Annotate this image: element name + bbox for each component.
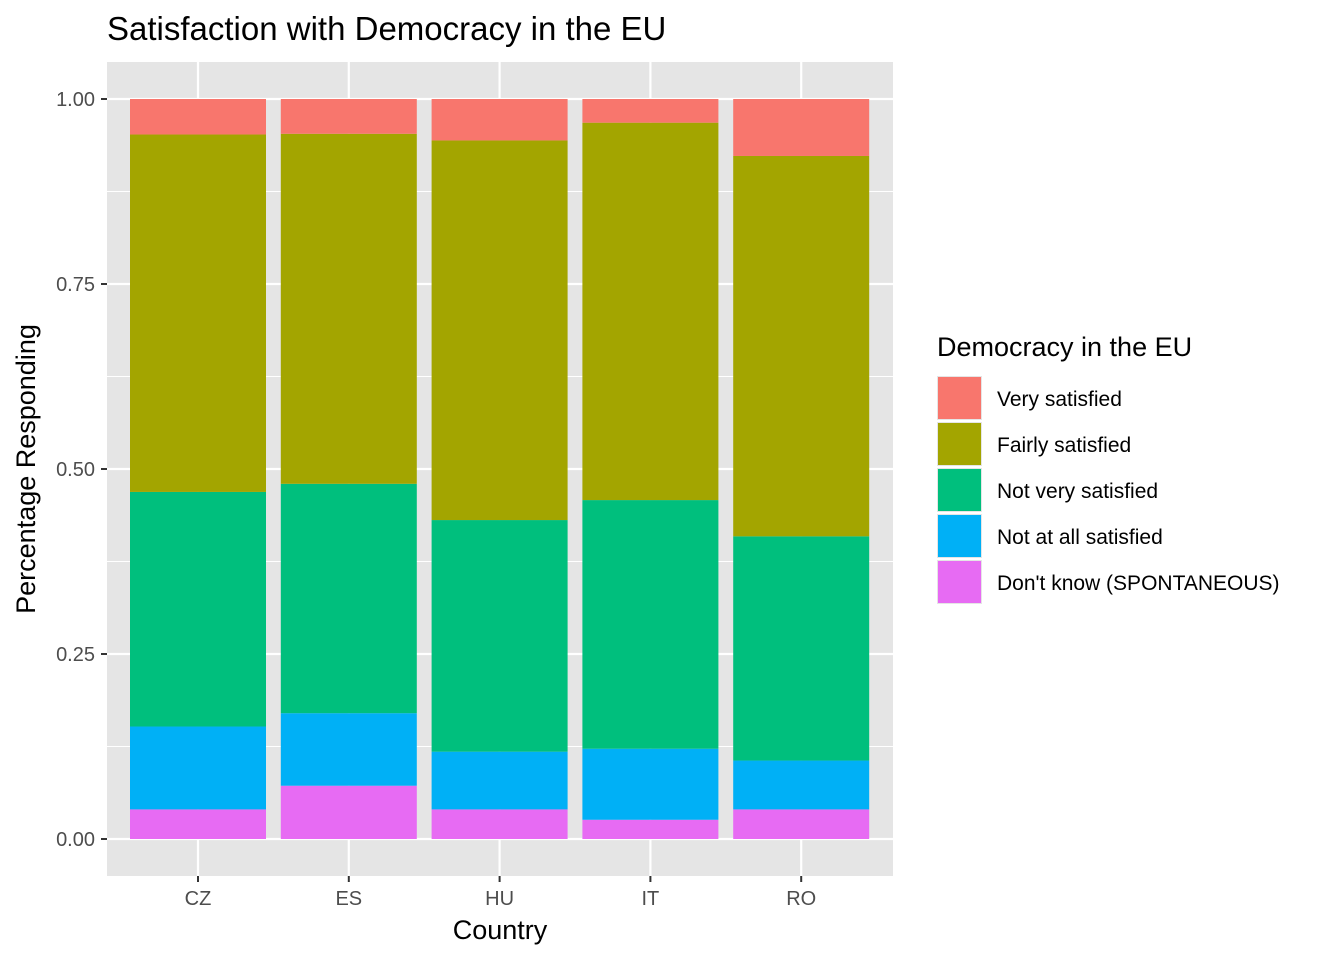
- y-tick-label: 0.00: [56, 829, 95, 851]
- bar-es-not-at-all-satisfied: [280, 713, 417, 786]
- legend-title: Democracy in the EU: [937, 332, 1192, 362]
- legend-item-not-at-all-satisfied: Not at all satisfied: [937, 514, 1163, 558]
- bar-ro-fairly-satisfied: [733, 155, 870, 537]
- bar-hu-very-satisfied: [431, 99, 568, 141]
- legend-swatch: [938, 377, 981, 419]
- legend-label: Don't know (SPONTANEOUS): [997, 572, 1280, 595]
- bar-cz-don-t-know-spontaneous: [130, 809, 266, 839]
- bar-ro-not-at-all-satisfied: [733, 760, 870, 810]
- legend-label: Fairly satisfied: [997, 434, 1131, 457]
- bar-it-very-satisfied: [582, 99, 719, 123]
- legend-item-not-very-satisfied: Not very satisfied: [937, 468, 1158, 512]
- bar-es-fairly-satisfied: [280, 133, 417, 484]
- bar-it-not-very-satisfied: [582, 500, 719, 749]
- legend-item-fairly-satisfied: Fairly satisfied: [937, 422, 1131, 466]
- bar-cz-very-satisfied: [130, 99, 266, 135]
- bar-es-don-t-know-spontaneous: [280, 785, 417, 839]
- bar-ro-don-t-know-spontaneous: [733, 809, 870, 839]
- legend-item-very-satisfied: Very satisfied: [937, 376, 1122, 420]
- bar-ro-not-very-satisfied: [733, 536, 870, 761]
- legend-swatch: [938, 561, 981, 603]
- legend-item-don-t-know-spontaneous: Don't know (SPONTANEOUS): [937, 560, 1280, 604]
- x-tick-label: HU: [485, 888, 514, 910]
- bar-cz-fairly-satisfied: [130, 134, 266, 492]
- legend-label: Very satisfied: [997, 388, 1122, 411]
- legend-label: Not very satisfied: [997, 480, 1158, 503]
- bar-hu-don-t-know-spontaneous: [431, 809, 568, 839]
- y-axis-title: Percentage Responding: [11, 324, 41, 614]
- legend-items: Very satisfied Fairly satisfied Not very s…: [937, 376, 1280, 604]
- y-tick-label: 0.75: [56, 274, 95, 296]
- legend-label: Not at all satisfied: [997, 526, 1163, 549]
- legend-swatch: [938, 423, 981, 465]
- x-tick-label: IT: [642, 888, 660, 910]
- x-tick-label: RO: [786, 888, 816, 910]
- chart-title: Satisfaction with Democracy in the EU: [107, 10, 666, 47]
- bars-layer: [130, 99, 870, 839]
- axis-layer: 0.00 0.25 0.50 0.75 1.00 CZ ES HU IT RO: [56, 89, 816, 910]
- x-tick-label: ES: [335, 888, 362, 910]
- bar-hu-not-at-all-satisfied: [431, 751, 568, 810]
- bar-cz-not-very-satisfied: [130, 491, 266, 727]
- bar-cz-not-at-all-satisfied: [130, 726, 266, 810]
- legend-swatch: [938, 469, 981, 511]
- bar-it-not-at-all-satisfied: [582, 748, 719, 820]
- y-tick-label: 0.25: [56, 644, 95, 666]
- bar-ro-very-satisfied: [733, 99, 870, 156]
- bar-hu-not-very-satisfied: [431, 520, 568, 752]
- y-tick-label: 1.00: [56, 89, 95, 111]
- x-axis-title: Country: [453, 915, 548, 945]
- x-tick-label: CZ: [185, 888, 212, 910]
- bar-es-not-very-satisfied: [280, 483, 417, 714]
- bar-hu-fairly-satisfied: [431, 140, 568, 521]
- bar-it-don-t-know-spontaneous: [582, 819, 719, 839]
- bar-it-fairly-satisfied: [582, 122, 719, 501]
- bar-es-very-satisfied: [280, 99, 417, 134]
- y-tick-label: 0.50: [56, 459, 95, 481]
- legend: Democracy in the EU Very satisfied Fairly…: [937, 332, 1280, 604]
- legend-swatch: [938, 515, 981, 557]
